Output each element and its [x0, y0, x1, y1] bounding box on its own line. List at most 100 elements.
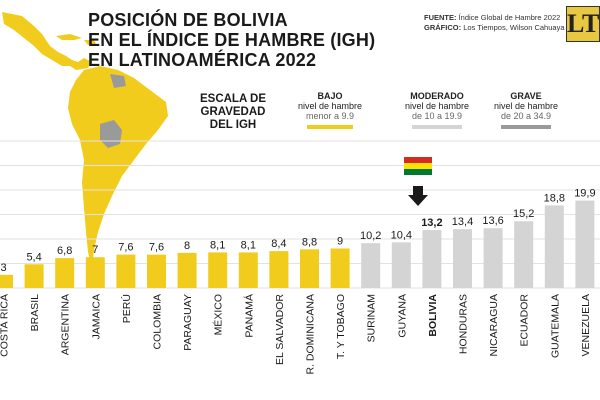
value-label: 13,2	[421, 217, 442, 229]
value-label: 7,6	[118, 242, 133, 254]
chart-bars	[0, 200, 595, 288]
legend-moderate-subtitle: nivel de hambre	[404, 101, 470, 111]
value-label: 8,8	[302, 236, 317, 248]
category-label: ECUADOR	[519, 294, 531, 347]
value-label: 8,1	[210, 239, 225, 251]
legend-serious-range: de 20 a 34.9	[500, 111, 552, 121]
value-label: 6,8	[57, 245, 72, 257]
bar-ecuador	[514, 221, 534, 288]
bar-guyana	[391, 242, 411, 288]
category-label: COSTA RICA	[0, 294, 11, 357]
source-label: FUENTE:	[424, 13, 457, 22]
legend-item-serious: GRAVE nivel de hambre de 20 a 34.9	[486, 91, 566, 129]
legend-serious-title: GRAVE	[510, 91, 542, 101]
category-label: PANAMÁ	[242, 294, 255, 338]
bar-r-dominicana	[300, 249, 319, 288]
source-value: Índice Global de Hambre 2022	[458, 13, 561, 22]
legend-low-title: BAJO	[317, 91, 343, 101]
legend-moderate-swatch	[412, 125, 462, 129]
category-label: HONDURAS	[458, 294, 470, 354]
legend-low-range: menor a 9.9	[305, 111, 355, 121]
map-mexico	[2, 12, 92, 70]
value-label: 13,6	[482, 215, 503, 227]
value-label: 18,8	[544, 192, 565, 204]
map-cuba	[56, 34, 82, 40]
category-label: T. Y TOBAGO	[335, 294, 347, 359]
title-line-2: EN EL ÍNDICE DE HAMBRE (IGH)	[88, 30, 376, 50]
bar-paraguay	[177, 252, 197, 288]
value-label: 5,4	[26, 251, 41, 263]
bolivia-marker	[404, 157, 432, 206]
title-line-1: POSICIÓN DE BOLIVIA	[88, 10, 288, 30]
newspaper-logo: LT	[566, 6, 600, 42]
category-label: PARAGUAY	[182, 294, 194, 351]
legend-low-subtitle: nivel de hambre	[297, 101, 363, 111]
legend-heading: ESCALA DE GRAVEDAD DEL IGH	[188, 93, 278, 132]
bolivia-flag-red	[404, 157, 432, 163]
bar-argentina	[55, 258, 75, 288]
category-label: VENEZUELA	[580, 294, 592, 356]
value-label: 3	[0, 262, 6, 274]
bar-guatemala	[544, 205, 564, 288]
value-label: 15,2	[513, 208, 534, 220]
legend-item-moderate: MODERADO nivel de hambre de 10 a 19.9	[398, 91, 476, 129]
value-label: 9	[337, 235, 343, 247]
category-label: R. DOMINICANA	[305, 294, 317, 375]
map-guyanas	[110, 74, 126, 88]
legend-item-low: BAJO nivel de hambre menor a 9.9	[294, 91, 366, 129]
chart-category-labels: COSTA RICA BRASIL ARGENTINA JAMAICA PERÚ COLO…	[0, 294, 592, 375]
legend-moderate-title: MODERADO	[410, 91, 464, 101]
bar-t-y-tobago	[330, 248, 350, 288]
category-label: BRASIL	[29, 294, 41, 332]
category-label: GUYANA	[396, 294, 408, 338]
bar-m-xico	[208, 252, 228, 288]
graphic-value: Los Tiempos, Wilson Cahuaya	[463, 23, 565, 32]
value-label: 19,9	[574, 188, 595, 200]
bar-colombia	[147, 254, 166, 288]
bar-venezuela	[575, 200, 595, 288]
bar-jamaica	[85, 257, 105, 288]
category-label: PERÚ	[120, 294, 133, 323]
value-label: 10,4	[391, 229, 412, 241]
value-label: 13,4	[452, 216, 473, 228]
bolivia-flag-green	[404, 169, 432, 175]
legend-moderate-range: de 10 a 19.9	[411, 111, 463, 121]
value-label: 7,6	[149, 242, 164, 254]
bar-el-salvador	[269, 251, 289, 288]
bar-surinam	[361, 243, 381, 288]
bolivia-flag-yellow	[404, 163, 432, 169]
category-label: NICARAGUA	[488, 294, 500, 356]
chart-title: POSICIÓN DE BOLIVIA EN EL ÍNDICE DE HAMB…	[88, 10, 375, 70]
title-line-3: EN LATINOAMÉRICA 2022	[88, 50, 317, 70]
source-credits: FUENTE: Índice Global de Hambre 2022 GRÁ…	[424, 13, 565, 33]
graphic-label: GRÁFICO:	[424, 23, 462, 32]
value-label: 7	[92, 244, 98, 256]
bar-honduras	[453, 229, 472, 288]
value-label: 8,4	[271, 238, 286, 250]
legend-heading-line-2: GRAVEDAD	[200, 106, 266, 118]
category-label: BOLIVIA	[427, 294, 439, 337]
value-label: 10,2	[360, 230, 381, 242]
bar-brasil	[24, 264, 44, 288]
legend-serious-swatch	[501, 125, 551, 129]
map-south-america	[68, 66, 168, 268]
bar-nicaragua	[483, 228, 503, 288]
bar-panam-	[238, 252, 258, 288]
category-label: GUATEMALA	[549, 294, 561, 358]
bar-per-	[116, 254, 136, 288]
map-hispaniola	[84, 40, 96, 45]
category-label: JAMAICA	[90, 294, 102, 340]
category-label: EL SALVADOR	[274, 294, 286, 365]
down-arrow-icon	[408, 186, 428, 206]
bar-bolivia	[422, 230, 442, 288]
category-label: MÉXICO	[212, 294, 225, 335]
chart-value-labels: 3 5,4 6,8 7 7,6 7,6 8 8,1 8,1 8,4 8,8 9 10,2 10,4 13,2…	[0, 188, 595, 274]
legend-heading-line-1: ESCALA DE	[199, 93, 267, 105]
bar-costa-rica	[0, 274, 13, 288]
category-label: SURINAM	[366, 294, 378, 342]
legend-serious-subtitle: nivel de hambre	[493, 101, 559, 111]
legend-low-swatch	[307, 125, 353, 129]
category-label: COLOMBIA	[152, 294, 164, 349]
